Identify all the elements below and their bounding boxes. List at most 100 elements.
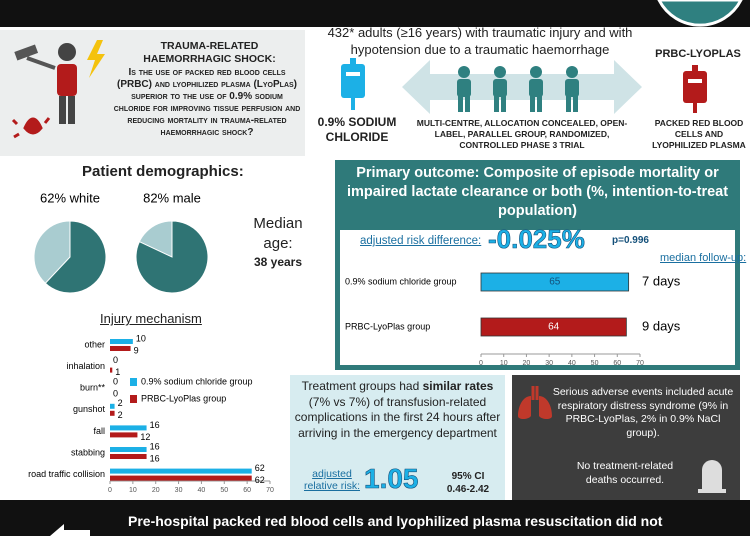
demographics-pies: 62% white 82% male xyxy=(33,190,209,294)
category-label: fall xyxy=(93,426,105,436)
bar xyxy=(110,346,131,351)
outcome-title: Primary outcome: Composite of episode mo… xyxy=(346,165,729,219)
question-panel xyxy=(0,30,305,156)
bar xyxy=(110,410,115,416)
population: 432* adults (≥16 years) with traumatic i… xyxy=(327,25,633,57)
x-tick-label: 10 xyxy=(129,487,137,494)
bar xyxy=(110,367,113,373)
risk-value: -0.025% xyxy=(488,224,585,255)
bar xyxy=(110,425,147,431)
p-value: p=0.996 xyxy=(612,235,649,246)
pie-label: 62% white xyxy=(40,190,100,205)
category-label: other xyxy=(84,339,105,349)
x-tick-label: 30 xyxy=(175,487,183,494)
trial-design: MULTI-CENTRE, ALLOCATION CONCEALED, OPEN… xyxy=(416,118,628,150)
legend-label: 0.9% sodium chloride group xyxy=(141,376,253,386)
ci-value: 0.46-2.42 xyxy=(446,484,490,495)
value-label: 2 xyxy=(118,398,123,408)
x-tick-label: 70 xyxy=(636,360,644,367)
value-label: 62 xyxy=(255,475,265,485)
x-tick-label: 40 xyxy=(198,487,206,494)
x-tick-label: 40 xyxy=(568,360,576,367)
ci-label: 95% CI xyxy=(451,471,485,482)
legend-swatch xyxy=(130,395,137,403)
saline-bag-icon xyxy=(341,58,365,110)
tombstone-icon xyxy=(698,460,726,493)
conclusion-bar xyxy=(0,500,750,536)
bar xyxy=(110,403,115,409)
value-label: 16 xyxy=(150,453,160,463)
x-tick-label: 0 xyxy=(479,360,483,367)
legend-swatch xyxy=(130,378,137,386)
injury-title: Injury mechanism xyxy=(100,311,202,326)
x-tick-label: 50 xyxy=(591,360,599,367)
value-label: 64 xyxy=(548,322,560,333)
bar xyxy=(110,454,147,459)
pie-label: 82% male xyxy=(143,190,201,205)
safety-panel xyxy=(290,375,505,500)
outcome-chart: 0 10 20 30 40 50 60 70 0.9% sodium chloride grou… xyxy=(345,272,681,367)
injury-chart: 0 10 20 30 40 50 60 70other109inhalation01burn*… xyxy=(28,333,274,494)
value-label: 0 xyxy=(113,377,118,387)
top-banner xyxy=(0,0,750,27)
adverse-text: Serious adverse events included acute re… xyxy=(552,386,734,439)
safety-lead: Treatment groups had xyxy=(301,379,420,393)
risk-label: adjusted risk difference: xyxy=(360,235,482,247)
bar xyxy=(110,468,252,474)
value-label: 9 xyxy=(134,345,139,355)
category-label: road traffic collision xyxy=(28,469,105,479)
category-label: inhalation xyxy=(66,361,105,371)
x-tick-label: 50 xyxy=(220,487,228,494)
value-label: 16 xyxy=(150,441,160,451)
follow-up: 9 days xyxy=(642,318,681,333)
follow-up: 7 days xyxy=(642,273,681,288)
value-label: 10 xyxy=(136,333,146,343)
category-label: burn** xyxy=(80,383,106,393)
age-label: Median age: xyxy=(253,215,303,252)
control-label: 0.9% SODIUM CHLORIDE xyxy=(317,115,397,144)
x-tick-label: 60 xyxy=(613,360,621,367)
blood-bag-icon xyxy=(683,65,707,113)
x-tick-label: 60 xyxy=(243,487,251,494)
category-label: gunshot xyxy=(73,404,106,414)
legend-label: PRBC-LyoPlas group xyxy=(141,393,226,403)
value-label: 16 xyxy=(150,420,160,430)
follow-up-title: median follow-up: xyxy=(660,252,747,264)
x-tick-label: 0 xyxy=(108,487,112,494)
safety-text: Treatment groups had similar rates (7% v… xyxy=(294,379,501,441)
bar xyxy=(110,447,147,452)
lungs-icon xyxy=(518,386,552,419)
category-label: PRBC-LyoPlas group xyxy=(345,321,430,331)
rr-label: adjusted relative risk: xyxy=(303,468,360,492)
outcome-inner xyxy=(340,230,735,365)
category-label: 0.9% sodium chloride group xyxy=(345,276,457,286)
x-tick-label: 30 xyxy=(545,360,553,367)
x-tick-label: 20 xyxy=(152,487,160,494)
intervention-desc: PACKED RED BLOOD CELLS AND LYOPHILIZED P… xyxy=(652,118,746,150)
safety-rest: (7% vs 7%) of transfusion-related compli… xyxy=(294,394,501,440)
bar xyxy=(480,272,630,292)
value-label: 2 xyxy=(118,410,123,420)
bar xyxy=(110,432,138,438)
value-label: 65 xyxy=(549,277,561,288)
value-label: 62 xyxy=(255,463,265,473)
corner-badge xyxy=(657,0,743,27)
trauma-icon xyxy=(11,40,105,139)
conclusion-icon xyxy=(50,524,90,536)
safety-emphasis: similar rates xyxy=(422,379,494,393)
x-tick-label: 20 xyxy=(523,360,531,367)
value-label: 1 xyxy=(115,367,120,377)
bar xyxy=(110,475,252,481)
value-label: 12 xyxy=(140,432,150,442)
x-tick-label: 70 xyxy=(266,487,274,494)
x-tick-label: 10 xyxy=(500,360,508,367)
rr-value: 1.05 xyxy=(364,463,419,495)
demographics-title: Patient demographics: xyxy=(82,163,244,180)
category-label: stabbing xyxy=(71,447,105,457)
deaths-text: No treatment-related deaths occurred. xyxy=(576,460,674,486)
question-text: Is the use of packed red blood cells (PR… xyxy=(113,67,301,138)
conclusion-text: Pre-hospital packed red blood cells and … xyxy=(128,513,663,529)
pie-slice xyxy=(44,220,107,294)
age-value: 38 years xyxy=(253,255,303,269)
